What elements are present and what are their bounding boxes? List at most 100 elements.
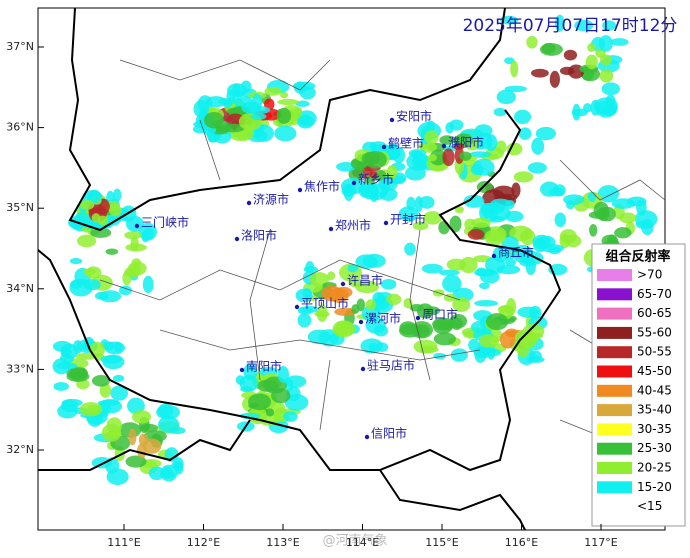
legend-swatch: [597, 384, 632, 397]
radar-echo: [386, 293, 402, 305]
radar-echo: [438, 269, 460, 276]
radar-echo: [171, 461, 181, 470]
city-dot: [358, 319, 364, 325]
radar-echo: [372, 291, 385, 305]
radar-echo: [408, 149, 427, 158]
radar-echo: [614, 227, 632, 239]
radar-echo: [525, 257, 536, 275]
legend-label: <15: [637, 499, 662, 513]
radar-echo: [100, 355, 122, 364]
radar-echo: [380, 278, 397, 290]
city-dot: [234, 236, 240, 242]
radar-echo: [506, 142, 523, 156]
county-borders: [99, 59, 666, 441]
radar-echo: [599, 69, 614, 83]
radar-echo: [112, 188, 122, 202]
radar-echo: [112, 374, 125, 382]
radar-echo: [295, 288, 313, 303]
radar-echo: [223, 123, 245, 133]
radar-echo: [369, 170, 378, 179]
lon-tick-label: 116°E: [505, 536, 538, 549]
legend-label: 40-45: [637, 383, 672, 397]
city-label: 信阳市: [371, 426, 407, 441]
radar-echo: [453, 142, 465, 151]
radar-echo: [412, 160, 425, 169]
lon-tick-label: 115°E: [425, 536, 458, 549]
radar-echo: [496, 89, 516, 105]
lon-tick-label: 114°E: [346, 536, 379, 549]
radar-echo: [361, 305, 381, 322]
legend-swatch: [597, 346, 632, 359]
radar-echo: [277, 98, 299, 106]
radar-echo: [274, 125, 297, 142]
lat-tick-label: 36°N: [6, 121, 34, 134]
radar-echo: [493, 107, 507, 117]
province-borders: [37, 7, 562, 531]
radar-echo: [478, 282, 490, 290]
radar-echo: [468, 151, 491, 158]
city-label: 济源市: [253, 192, 289, 207]
radar-echo: [427, 154, 437, 162]
city-dot: [441, 143, 447, 149]
city-label: 驻马店市: [367, 358, 415, 373]
lat-tick-label: 37°N: [6, 40, 34, 53]
lat-tick-label: 32°N: [6, 443, 34, 456]
legend-label: 60-65: [637, 306, 672, 320]
lon-tick-label: 111°E: [107, 536, 140, 549]
radar-echo: [347, 264, 359, 273]
radar-echo: [602, 20, 617, 31]
radar-echo: [439, 135, 455, 145]
radar-echo: [271, 388, 291, 404]
radar-echo: [601, 82, 620, 96]
radar-echo: [403, 297, 413, 309]
radar-echo: [414, 325, 423, 335]
radar-echo: [105, 248, 119, 255]
radar-echo: [66, 371, 90, 382]
radar-echo: [124, 231, 142, 240]
radar-echo: [463, 194, 485, 208]
legend-label: >70: [637, 268, 662, 282]
radar-echo: [240, 80, 252, 93]
radar-echo: [563, 49, 578, 61]
radar-echo: [585, 54, 598, 70]
radar-echo: [485, 313, 509, 331]
radar-echo: [321, 285, 343, 302]
radar-echo: [131, 258, 142, 267]
radar-echo: [449, 314, 468, 329]
radar-echo: [360, 338, 384, 354]
radar-echo: [136, 443, 147, 459]
radar-echo: [203, 112, 224, 129]
radar-echo: [297, 313, 312, 328]
radar-echo: [52, 340, 72, 352]
radar-echo: [105, 430, 121, 439]
radar-echo: [303, 266, 319, 273]
city-label: 周口市: [422, 307, 458, 322]
radar-echo: [248, 106, 271, 114]
radar-echo: [162, 466, 173, 477]
radar-echo: [554, 14, 565, 32]
city-label: 许昌市: [347, 273, 383, 288]
legend-label: 15-20: [637, 480, 672, 494]
legend-label: 45-50: [637, 364, 672, 378]
radar-echo: [500, 15, 519, 25]
radar-echo: [297, 307, 313, 315]
legend-swatch: [597, 288, 632, 301]
radar-echo: [69, 257, 83, 265]
radar-echo: [599, 54, 612, 66]
radar-echo: [340, 178, 365, 195]
lon-tick-label: 113°E: [266, 536, 299, 549]
lat-tick-label: 35°N: [6, 201, 34, 214]
radar-echo: [454, 206, 464, 214]
city-label: 开封市: [390, 212, 426, 227]
radar-echo: [148, 466, 165, 481]
radar-echo: [307, 329, 331, 345]
radar-echo: [119, 285, 132, 296]
city-label: 新乡市: [358, 172, 394, 187]
legend-swatch: [597, 423, 632, 436]
radar-echo: [589, 223, 598, 237]
lat-tick-label: 34°N: [6, 282, 34, 295]
radar-echo: [276, 107, 292, 124]
city-dot: [297, 187, 303, 193]
radar-echo: [549, 187, 565, 197]
